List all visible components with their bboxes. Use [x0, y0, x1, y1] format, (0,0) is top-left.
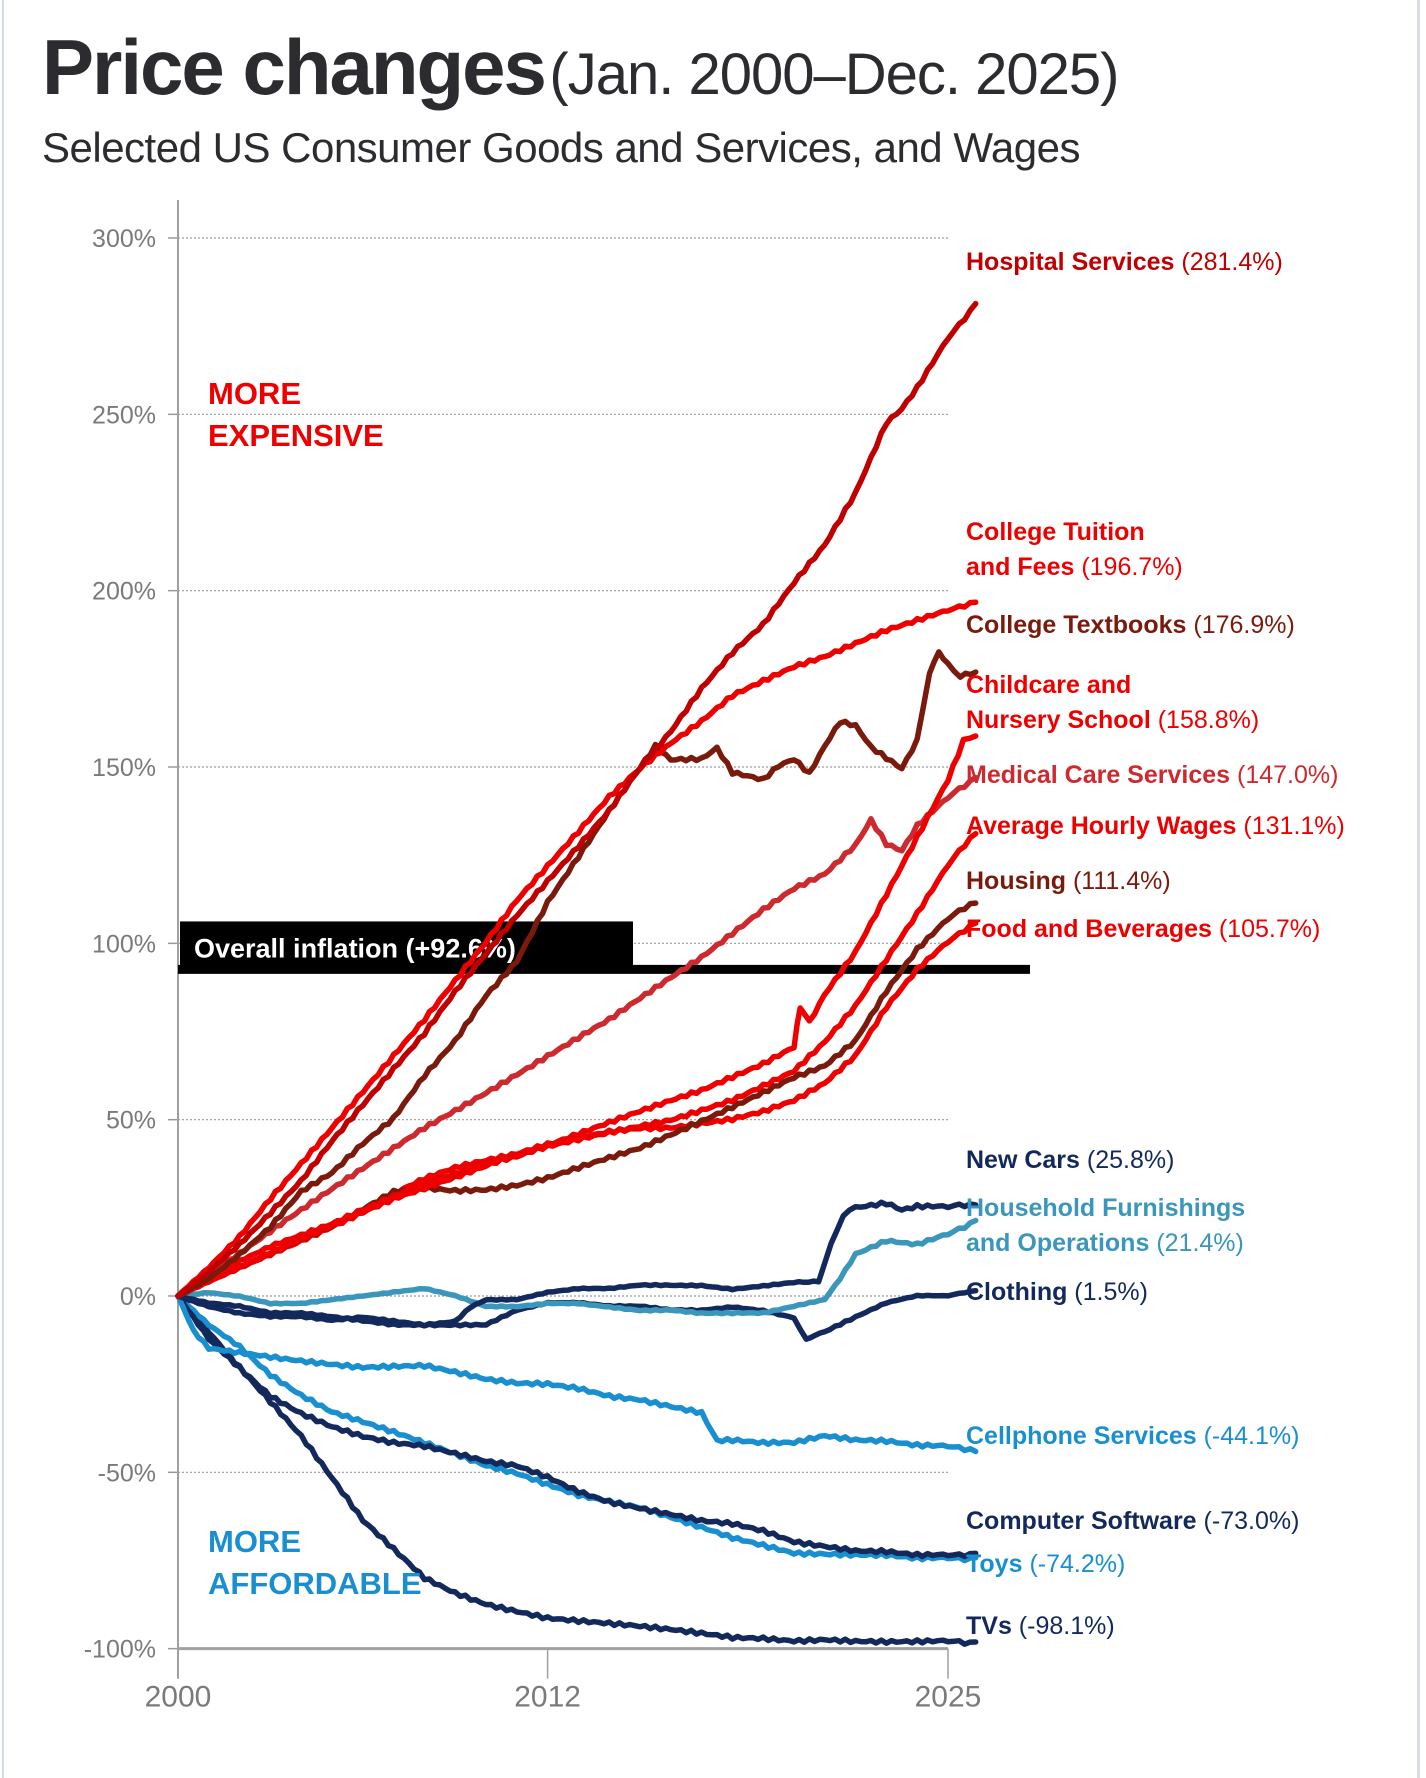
y-tick-label: 50%: [106, 1107, 156, 1135]
series-label: New Cars (25.8%): [966, 1146, 1174, 1174]
series-line-average-hourly-wages: [175, 830, 979, 1299]
more-expensive-label: MORE: [208, 376, 301, 411]
series-label: College Tuition: [966, 518, 1145, 546]
y-tick-label: 100%: [92, 930, 156, 958]
chart-subtitle: Selected US Consumer Goods and Services,…: [42, 124, 1080, 171]
series-label-value: (158.8%): [1151, 706, 1259, 734]
y-tick-label: -100%: [84, 1636, 156, 1664]
series-label-value: (281.4%): [1174, 248, 1282, 276]
series-label-name: Average Hourly Wages: [966, 812, 1236, 840]
series-label: Toys (-74.2%): [966, 1550, 1125, 1578]
series-label-name: College Textbooks: [966, 611, 1186, 639]
series-label-value: (196.7%): [1074, 553, 1182, 581]
series-label: College Textbooks (176.9%): [966, 611, 1295, 639]
series-label: and Fees (196.7%): [966, 553, 1183, 581]
series-label-value: (-73.0%): [1197, 1507, 1300, 1535]
series-label: Computer Software (-73.0%): [966, 1507, 1299, 1535]
series-label-name: Medical Care Services: [966, 761, 1230, 789]
series-label: TVs (-98.1%): [966, 1612, 1115, 1640]
series-label-value: (-98.1%): [1012, 1612, 1115, 1640]
series-label-name: Hospital Services: [966, 248, 1174, 276]
more-expensive-label: EXPENSIVE: [208, 418, 384, 453]
series-label-value: (-44.1%): [1197, 1422, 1300, 1450]
series-label: Medical Care Services (147.0%): [966, 761, 1338, 789]
series-label-name: Housing: [966, 867, 1066, 895]
y-tick-label: 200%: [92, 578, 156, 606]
series-line-medical-care-services: [175, 774, 979, 1299]
series-label-name: Food and Beverages: [966, 915, 1212, 943]
overall-inflation-box: [180, 921, 633, 974]
series-label-value: (-74.2%): [1023, 1550, 1126, 1578]
series-label-value: (111.4%): [1066, 867, 1171, 895]
series-label: Housing (111.4%): [966, 867, 1171, 895]
series-labels: Hospital Services (281.4%) College Tuitio…: [966, 248, 1345, 1640]
series-line-childcare-and-nursery-school: [175, 733, 979, 1300]
series-label-name: Cellphone Services: [966, 1422, 1197, 1450]
series-label-name: and Fees: [966, 553, 1074, 581]
series-line-computer-software: [175, 1293, 979, 1560]
more-affordable-label: MORE: [208, 1524, 301, 1559]
y-tick-label: -50%: [98, 1459, 156, 1487]
series-label-value: (131.1%): [1236, 812, 1344, 840]
title-date-range: (Jan. 2000–Dec. 2025): [549, 42, 1119, 107]
series-label: Nursery School (158.8%): [966, 706, 1259, 734]
series-label-name: Childcare and: [966, 671, 1131, 699]
y-tick-label: 300%: [92, 225, 156, 253]
series-line-cellphone-services: [175, 1292, 979, 1455]
series-label: Clothing (1.5%): [966, 1278, 1148, 1306]
series-line-household-furnishings-and-operations: [175, 1217, 979, 1317]
series-label: Childcare and: [966, 671, 1131, 699]
x-tick-label: 2000: [145, 1681, 212, 1714]
series-line-college-textbooks: [175, 649, 979, 1299]
region-labels: MORE EXPENSIVE MORE AFFORDABLE: [208, 376, 422, 1601]
x-tick-label: 2025: [915, 1681, 982, 1714]
series-label-name: Toys: [966, 1550, 1023, 1578]
more-affordable-label: AFFORDABLE: [208, 1566, 422, 1601]
series-label-value: (105.7%): [1212, 915, 1320, 943]
series-line-new-cars: [175, 1199, 979, 1329]
y-tick-label: 150%: [92, 754, 156, 782]
series-label: Hospital Services (281.4%): [966, 248, 1283, 276]
series-label-name: Clothing: [966, 1278, 1067, 1306]
overall-inflation-annotation: Overall inflation (+92.6%): [178, 921, 1030, 974]
series-label-name: Household Furnishings: [966, 1194, 1245, 1222]
series-label-value: (21.4%): [1149, 1229, 1243, 1257]
series-label-name: and Operations: [966, 1229, 1149, 1257]
series-lines: [175, 300, 979, 1647]
series-label-value: (25.8%): [1080, 1146, 1174, 1174]
series-label: Household Furnishings: [966, 1194, 1245, 1222]
axes: 300% 250% 200% 150% 100% 50% 0% -50% -100% 2000 20…: [84, 200, 982, 1714]
chart-title: Price changes (Jan. 2000–Dec. 2025): [42, 22, 1119, 113]
series-line-hospital-services: [175, 300, 979, 1299]
series-label-value: (176.9%): [1186, 611, 1294, 639]
x-tick-label: 2012: [514, 1681, 581, 1714]
series-line-college-tuition-and-fees: [175, 599, 979, 1299]
series-label: Average Hourly Wages (131.1%): [966, 812, 1345, 840]
series-label-name: Nursery School: [966, 706, 1151, 734]
y-tick-label: 250%: [92, 401, 156, 429]
series-label-name: TVs: [966, 1612, 1012, 1640]
series-label: Food and Beverages (105.7%): [966, 915, 1320, 943]
series-label-name: College Tuition: [966, 518, 1145, 546]
series-label-value: (147.0%): [1230, 761, 1338, 789]
series-label: Cellphone Services (-44.1%): [966, 1422, 1299, 1450]
series-line-tvs: [175, 1293, 979, 1647]
series-label: and Operations (21.4%): [966, 1229, 1244, 1257]
series-label-value: (1.5%): [1067, 1278, 1148, 1306]
series-label-name: New Cars: [966, 1146, 1080, 1174]
y-tick-label: 0%: [120, 1283, 156, 1311]
title-main: Price changes: [42, 23, 547, 111]
overall-inflation-label: Overall inflation (+92.6%): [194, 933, 516, 963]
series-label-name: Computer Software: [966, 1507, 1197, 1535]
